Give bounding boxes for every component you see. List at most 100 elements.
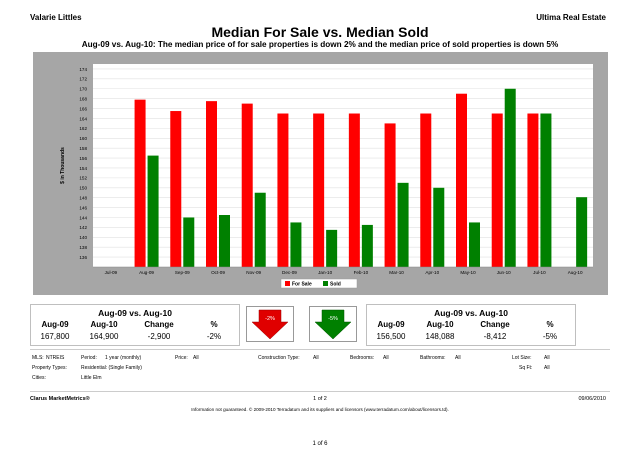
report-subtitle: Aug-09 vs. Aug-10: The median price of f… [81,40,559,49]
x-tick-label: Jul-09 [105,270,118,275]
property-types-value: Residential: (Single Family) [81,365,142,371]
col-header: Aug-10 [426,320,454,329]
bar-sold [326,229,338,267]
bar-for-sale [527,113,539,267]
y-tick-label: 174 [79,67,87,72]
footer-disclaimer: Information not guaranteed. © 2009-2010 … [191,407,449,412]
bar-chart: 136 138 140 142 144 146 148 150 152 154 156 158 160 1… [60,64,593,289]
y-tick-label: 168 [79,96,87,101]
bar-for-sale [420,113,432,267]
legend-box [280,278,358,289]
y-tick-label: 164 [79,116,87,121]
bar-for-sale [241,103,253,267]
footer-date: 09/06/2010 [578,396,606,402]
construction-value: All [313,355,319,361]
mls-label: MLS: [32,355,44,361]
x-tick-label: Feb-10 [354,270,369,275]
bar-sold [254,192,266,267]
value-cell: 156,500 [376,332,406,341]
bar-for-sale [491,113,503,267]
cities-value: Little Elm [81,375,102,381]
value-cell: -2,900 [147,332,171,341]
y-tick-label: 138 [79,245,87,250]
sold-header-row: Aug-09 Aug-10 Change % [367,320,575,329]
price-label: Price: [175,355,188,361]
y-tick-label: 144 [79,215,87,220]
lot-size-value: All [544,355,550,361]
x-tick-label: Mar-10 [389,270,404,275]
document-page-number: 1 of 6 [312,441,328,447]
chart-frame: 136 138 140 142 144 146 148 150 152 154 156 158 160 1… [33,52,608,295]
col-header: % [546,320,554,329]
bar-sold [433,187,445,267]
bar-sold [397,182,409,267]
value-cell: 148,088 [425,332,455,341]
col-header: Change [144,320,174,329]
y-tick-label: 150 [79,186,87,191]
bar-for-sale [206,101,217,267]
bar-for-sale [348,113,360,267]
sold-value-row: 156,500 148,088 -8,412 -5% [367,332,575,341]
bedrooms-value: All [383,355,389,361]
divider [30,391,610,392]
value-cell: -5% [542,332,558,341]
bar-sold [183,217,195,267]
y-tick-label: 146 [79,205,87,210]
bar-sold [290,222,302,267]
y-tick-label: 142 [79,225,87,230]
sold-badge: -5% [328,316,338,322]
x-tick-label: Aug-09 [139,270,154,275]
x-tick-label: Apr-10 [425,270,439,275]
x-tick-label: Oct-09 [211,270,225,275]
y-tick-label: 140 [79,235,87,240]
y-tick-label: 136 [79,255,87,260]
legend-label: For Sale [292,281,312,287]
value-cell: 164,900 [89,332,119,341]
cities-label: Cities: [32,375,46,381]
for-sale-stats: Aug-09 vs. Aug-10 Aug-09 Aug-10 Change %… [30,304,240,346]
bar-sold [361,224,373,267]
y-tick-label: 162 [79,126,87,131]
sold-stats: Aug-09 vs. Aug-10 Aug-09 Aug-10 Change %… [366,304,576,346]
lot-size-label: Lot Size: [512,355,532,361]
agent-name: Valarie Littles [30,13,82,22]
period-label: Period: [81,355,97,361]
y-tick-label: 166 [79,106,87,111]
sqft-value: All [544,365,550,371]
x-tick-label: Nov-09 [246,270,261,275]
bathrooms-value: All [455,355,461,361]
bar-for-sale [456,93,467,267]
bar-for-sale [384,123,396,267]
for-sale-value-row: 167,800 164,900 -2,900 -2% [31,332,239,341]
sold-trend-arrow: -5% [309,306,357,342]
legend-label: Sold [330,281,341,287]
value-cell: 167,800 [40,332,70,341]
y-tick-label: 154 [79,166,87,171]
divider [30,349,610,350]
report-title: Median For Sale vs. Median Sold [211,24,429,40]
col-header: Aug-10 [90,320,118,329]
value-cell: -8,412 [483,332,507,341]
for-sale-header-row: Aug-09 Aug-10 Change % [31,320,239,329]
y-tick-label: 172 [79,77,87,82]
sqft-label: Sq Ft: [519,365,533,371]
legend-swatch [323,281,328,286]
y-tick-label: 158 [79,146,87,151]
bedrooms-label: Bedrooms: [350,355,375,361]
bar-sold [576,197,588,267]
col-header: Aug-09 [41,320,69,329]
bar-sold [147,155,159,267]
col-header: Change [480,320,510,329]
x-tick-label: Jan-10 [318,270,332,275]
y-tick-label: 160 [79,136,87,141]
bar-for-sale [277,113,289,267]
footer-brand: Clarus MarketMetrics® [30,396,90,402]
bar-for-sale [313,113,325,267]
for-sale-heading: Aug-09 vs. Aug-10 [98,308,172,318]
legend-swatch [285,281,290,286]
y-tick-label: 148 [79,195,87,200]
y-tick-label: 152 [79,176,87,181]
bar-sold [540,113,552,267]
construction-label: Construction Type: [258,355,300,361]
